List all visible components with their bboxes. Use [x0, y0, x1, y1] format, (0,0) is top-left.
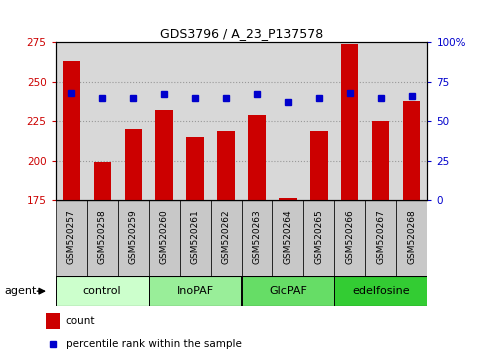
Text: GSM520267: GSM520267	[376, 209, 385, 264]
Bar	[46, 313, 60, 329]
Bar	[366, 200, 397, 276]
Bar	[86, 200, 117, 276]
Text: GSM520264: GSM520264	[284, 209, 293, 264]
Bar	[248, 115, 266, 200]
Text: GSM520258: GSM520258	[98, 209, 107, 264]
Bar	[217, 131, 235, 200]
Text: edelfosine: edelfosine	[352, 286, 410, 296]
Text: GlcPAF: GlcPAF	[269, 286, 307, 296]
Bar	[303, 200, 334, 276]
Title: GDS3796 / A_23_P137578: GDS3796 / A_23_P137578	[160, 27, 323, 40]
Text: GSM520259: GSM520259	[128, 209, 138, 264]
Bar	[94, 162, 111, 200]
Bar	[242, 200, 272, 276]
Bar	[403, 101, 421, 200]
Bar	[311, 131, 327, 200]
Bar	[211, 200, 242, 276]
Bar	[125, 129, 142, 200]
Bar	[334, 200, 366, 276]
Text: GSM520266: GSM520266	[345, 209, 355, 264]
Bar	[149, 200, 180, 276]
Bar	[242, 276, 334, 306]
Bar	[334, 276, 427, 306]
Bar	[56, 200, 86, 276]
Text: InoPAF: InoPAF	[176, 286, 213, 296]
Text: control: control	[83, 286, 121, 296]
Bar	[280, 199, 297, 200]
Text: GSM520268: GSM520268	[408, 209, 416, 264]
Bar	[149, 276, 242, 306]
Bar	[117, 200, 149, 276]
Text: GSM520263: GSM520263	[253, 209, 261, 264]
Text: percentile rank within the sample: percentile rank within the sample	[66, 339, 242, 349]
Bar	[372, 121, 389, 200]
Bar	[341, 44, 358, 200]
Bar	[272, 200, 303, 276]
Text: GSM520261: GSM520261	[190, 209, 199, 264]
Text: count: count	[66, 316, 95, 326]
Bar	[180, 200, 211, 276]
Bar	[56, 276, 149, 306]
Text: GSM520265: GSM520265	[314, 209, 324, 264]
Text: agent: agent	[4, 286, 37, 296]
Bar	[186, 137, 203, 200]
Bar	[397, 200, 427, 276]
Text: GSM520257: GSM520257	[67, 209, 75, 264]
Text: GSM520262: GSM520262	[222, 209, 230, 264]
Bar	[62, 61, 80, 200]
Text: GSM520260: GSM520260	[159, 209, 169, 264]
Bar	[156, 110, 172, 200]
